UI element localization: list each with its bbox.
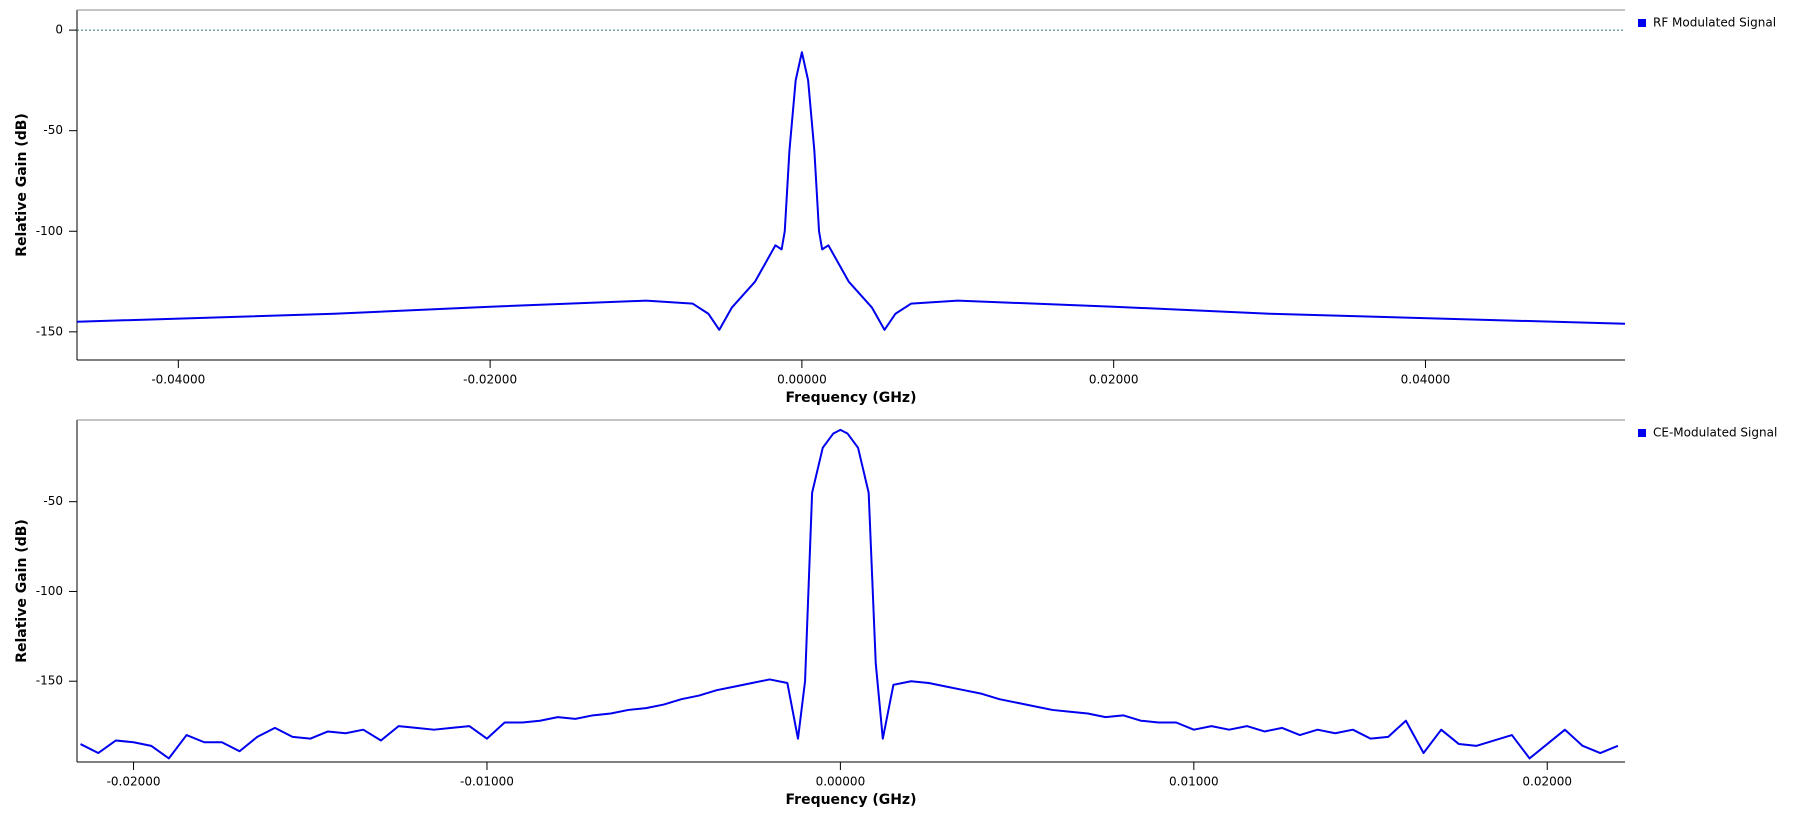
series-line — [76, 51, 1626, 331]
x-tick-label: 0.00000 — [777, 373, 827, 387]
y-tick-label: -100 — [36, 224, 63, 238]
x-tick-label: 0.00000 — [816, 775, 866, 789]
x-tick-label: 0.02000 — [1089, 373, 1139, 387]
y-axis-label: Relative Gain (dB) — [14, 113, 30, 257]
y-tick-label: -50 — [43, 123, 63, 137]
x-axis-label: Frequency (GHz) — [786, 792, 917, 808]
y-tick-label: -100 — [36, 584, 63, 598]
y-tick-label: -150 — [36, 324, 63, 338]
legend-swatch — [1638, 19, 1646, 27]
x-tick-label: -0.02000 — [107, 775, 161, 789]
x-tick-label: -0.04000 — [151, 373, 205, 387]
y-tick-label: -50 — [43, 494, 63, 508]
series-line — [80, 428, 1619, 760]
x-tick-label: -0.01000 — [460, 775, 514, 789]
y-tick-label: 0 — [55, 23, 63, 37]
legend-label: RF Modulated Signal — [1653, 16, 1776, 30]
legend-swatch — [1638, 429, 1646, 437]
x-tick-label: 0.04000 — [1401, 373, 1451, 387]
x-axis-label: Frequency (GHz) — [786, 390, 917, 406]
x-tick-label: -0.02000 — [463, 373, 517, 387]
x-tick-label: 0.02000 — [1522, 775, 1572, 789]
y-axis-label: Relative Gain (dB) — [14, 519, 30, 663]
x-tick-label: 0.01000 — [1169, 775, 1219, 789]
legend-label: CE-Modulated Signal — [1653, 426, 1777, 440]
y-tick-label: -150 — [36, 674, 63, 688]
